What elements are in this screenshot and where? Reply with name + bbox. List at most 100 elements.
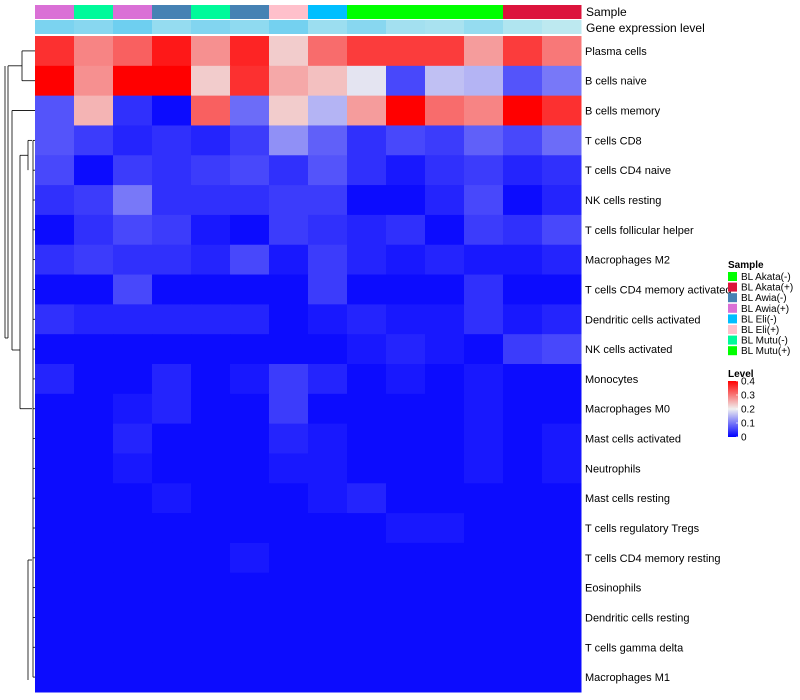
heatmap-cell (191, 453, 231, 484)
heatmap-cell (425, 542, 465, 574)
heatmap-cell (425, 602, 465, 633)
row-label: Mast cells resting (585, 493, 670, 505)
sample-legend-swatch (728, 314, 737, 324)
heatmap-cell (347, 95, 387, 126)
heatmap-cell (269, 36, 309, 67)
heatmap-cell (230, 36, 270, 67)
heatmap-cell (503, 393, 543, 425)
heatmap-cell (35, 185, 75, 216)
heatmap-cell (191, 155, 231, 186)
expression-bar-cell (464, 20, 504, 34)
sample-annotation-bar (35, 5, 582, 19)
heatmap-cell (464, 423, 504, 454)
heatmap-cell (425, 572, 465, 604)
heatmap-cell (542, 423, 582, 454)
sample-bar-cell (191, 5, 231, 19)
heatmap-cell (269, 125, 309, 156)
heatmap-cell (308, 542, 348, 574)
heatmap-cell (191, 65, 231, 97)
heatmap-cell (542, 602, 582, 633)
heatmap-cell (347, 214, 387, 246)
heatmap-cell (425, 393, 465, 425)
heatmap-cell (152, 304, 192, 335)
heatmap-cell (269, 632, 309, 663)
heatmap-cell (503, 542, 543, 574)
heatmap-cell (386, 155, 426, 186)
heatmap-cell (152, 602, 192, 633)
row-label: B cells memory (585, 106, 661, 118)
heatmap-cell (425, 155, 465, 186)
heatmap-cell (386, 364, 426, 395)
heatmap-cell (74, 572, 114, 604)
heatmap-cell (347, 393, 387, 425)
heatmap-cell (347, 185, 387, 216)
heatmap-cell (35, 214, 75, 246)
heatmap-cell (347, 274, 387, 305)
row-label: T cells follicular helper (585, 225, 694, 237)
heatmap-cell (425, 334, 465, 365)
expression-bar-cell (113, 20, 153, 34)
heatmap-cell (113, 602, 153, 633)
heatmap-cell (74, 483, 114, 514)
expression-bar-cell (308, 20, 348, 34)
heatmap-cell (191, 95, 231, 126)
expression-bar-cell (230, 20, 270, 34)
heatmap-cell (152, 95, 192, 126)
heatmap-cell (113, 65, 153, 97)
heatmap-cell (503, 364, 543, 395)
row-label: T cells CD4 naive (585, 165, 671, 177)
heatmap-cell (152, 453, 192, 484)
heatmap-cell (308, 65, 348, 97)
level-tick-label: 0.4 (741, 377, 755, 388)
row-label: Macrophages M1 (585, 672, 670, 684)
sample-bar-cell (113, 5, 153, 19)
heatmap-cell (152, 632, 192, 663)
heatmap-cell (542, 304, 582, 335)
heatmap-cell (191, 334, 231, 365)
heatmap-cell (269, 602, 309, 633)
heatmap-cell (269, 453, 309, 484)
heatmap-cell (230, 125, 270, 156)
heatmap-cell (74, 393, 114, 425)
heatmap-cell (269, 214, 309, 246)
heatmap-cell (269, 95, 309, 126)
heatmap-cell (503, 453, 543, 484)
heatmap-cell (230, 632, 270, 663)
sample-legend-label: BL Mutu(-) (741, 336, 788, 347)
expression-bar-cell (35, 20, 75, 34)
heatmap-cell (230, 423, 270, 454)
heatmap-cell (464, 334, 504, 365)
row-dendrogram (4, 50, 35, 680)
heatmap-cell (425, 513, 465, 544)
sample-bar-cell (542, 5, 582, 19)
heatmap-cell (152, 334, 192, 365)
row-label: Macrophages M2 (585, 255, 670, 267)
heatmap-cell (425, 632, 465, 663)
heatmap-cell (464, 125, 504, 156)
level-tick-label: 0.3 (741, 391, 755, 402)
heatmap-cell (152, 513, 192, 544)
heatmap-cell (386, 423, 426, 454)
heatmap-cell (347, 364, 387, 395)
heatmap-cell (269, 542, 309, 574)
heatmap-cell (503, 185, 543, 216)
heatmap-cell (230, 662, 270, 693)
heatmap-cell (152, 214, 192, 246)
heatmap-cell (347, 453, 387, 484)
heatmap-cell (35, 542, 75, 574)
heatmap-cell (542, 334, 582, 365)
heatmap-cell (35, 572, 75, 604)
heatmap-cell (542, 36, 582, 67)
heatmap-cell (230, 155, 270, 186)
heatmap-cell (425, 185, 465, 216)
heatmap-cell (113, 542, 153, 574)
sample-legend-swatch (728, 272, 737, 281)
heatmap-cell (269, 572, 309, 604)
heatmap-cell (308, 244, 348, 276)
heatmap-cell (191, 304, 231, 335)
heatmap-cell (503, 214, 543, 246)
heatmap-cell (425, 274, 465, 305)
heatmap-cell (152, 155, 192, 186)
heatmap-cell (35, 155, 75, 186)
